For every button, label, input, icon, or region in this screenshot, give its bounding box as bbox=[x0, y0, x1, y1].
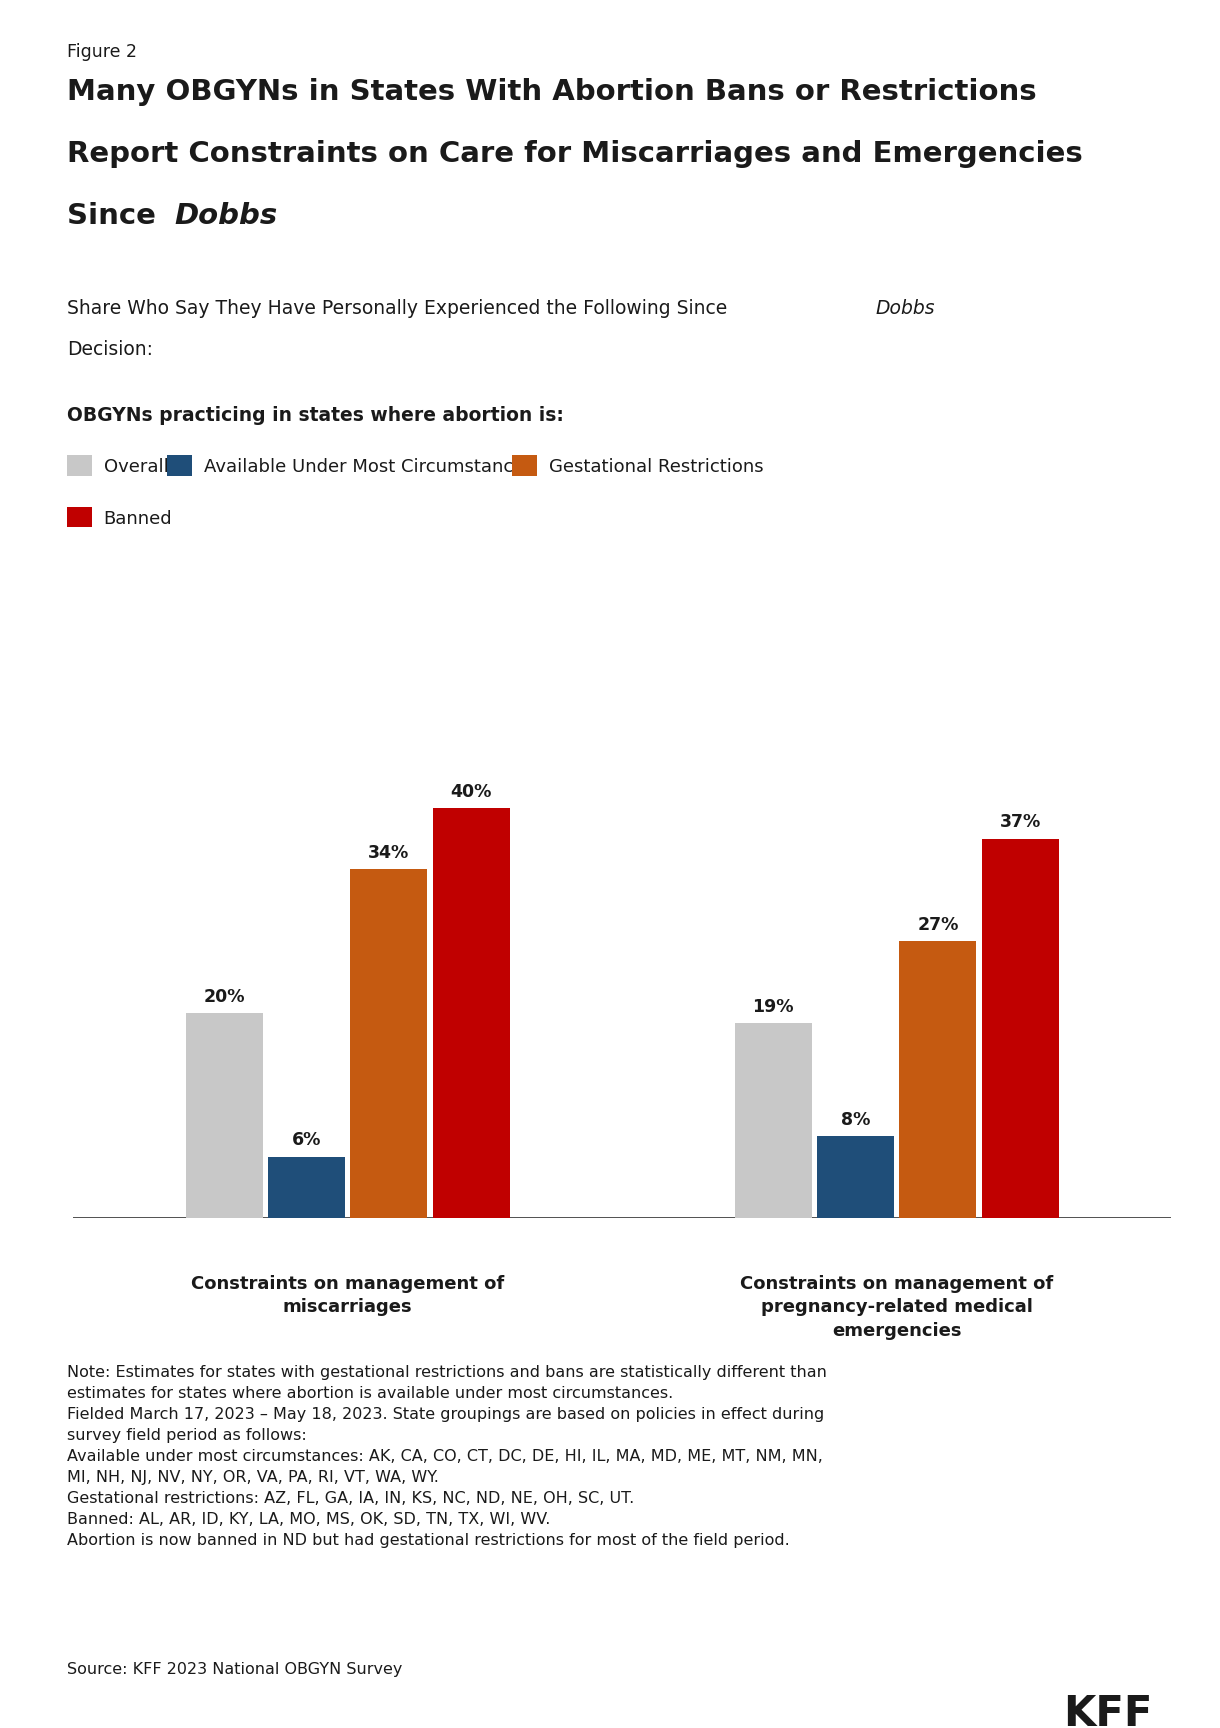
Text: OBGYNs practicing in states where abortion is:: OBGYNs practicing in states where aborti… bbox=[67, 406, 564, 425]
Text: Dobbs: Dobbs bbox=[876, 299, 936, 318]
Text: 40%: 40% bbox=[450, 783, 492, 800]
Text: 27%: 27% bbox=[917, 916, 959, 935]
Bar bbox=[734, 1023, 811, 1218]
Bar bbox=[185, 1013, 262, 1218]
Text: 37%: 37% bbox=[999, 814, 1041, 831]
Text: Gestational Restrictions: Gestational Restrictions bbox=[549, 458, 764, 475]
Text: Report Constraints on Care for Miscarriages and Emergencies: Report Constraints on Care for Miscarria… bbox=[67, 140, 1083, 168]
Bar bbox=[982, 838, 1059, 1218]
Text: Available Under Most Circumstances: Available Under Most Circumstances bbox=[204, 458, 533, 475]
Text: 34%: 34% bbox=[368, 845, 410, 862]
Text: Source: KFF 2023 National OBGYN Survey: Source: KFF 2023 National OBGYN Survey bbox=[67, 1662, 403, 1678]
Text: Note: Estimates for states with gestational restrictions and bans are statistica: Note: Estimates for states with gestatio… bbox=[67, 1365, 827, 1548]
Text: Banned: Banned bbox=[104, 510, 172, 527]
Text: Constraints on management of
miscarriages: Constraints on management of miscarriage… bbox=[192, 1275, 504, 1317]
Text: Many OBGYNs in States With Abortion Bans or Restrictions: Many OBGYNs in States With Abortion Bans… bbox=[67, 78, 1037, 105]
Text: Share Who Say They Have Personally Experienced the Following Since: Share Who Say They Have Personally Exper… bbox=[67, 299, 733, 318]
Text: Since: Since bbox=[67, 202, 166, 230]
Bar bbox=[899, 942, 976, 1218]
Bar bbox=[433, 809, 510, 1218]
Bar bbox=[268, 1156, 345, 1218]
Text: Figure 2: Figure 2 bbox=[67, 43, 137, 60]
Text: Dobbs: Dobbs bbox=[174, 202, 278, 230]
Text: KFF: KFF bbox=[1064, 1693, 1153, 1728]
Text: 8%: 8% bbox=[841, 1111, 870, 1128]
Text: 19%: 19% bbox=[753, 999, 794, 1016]
Text: Constraints on management of
pregnancy-related medical
emergencies: Constraints on management of pregnancy-r… bbox=[741, 1275, 1053, 1339]
Text: 6%: 6% bbox=[292, 1132, 321, 1149]
Text: 20%: 20% bbox=[204, 988, 245, 1006]
Bar bbox=[817, 1137, 894, 1218]
Text: Overall: Overall bbox=[104, 458, 168, 475]
Bar bbox=[350, 869, 427, 1218]
Text: Decision:: Decision: bbox=[67, 340, 152, 359]
